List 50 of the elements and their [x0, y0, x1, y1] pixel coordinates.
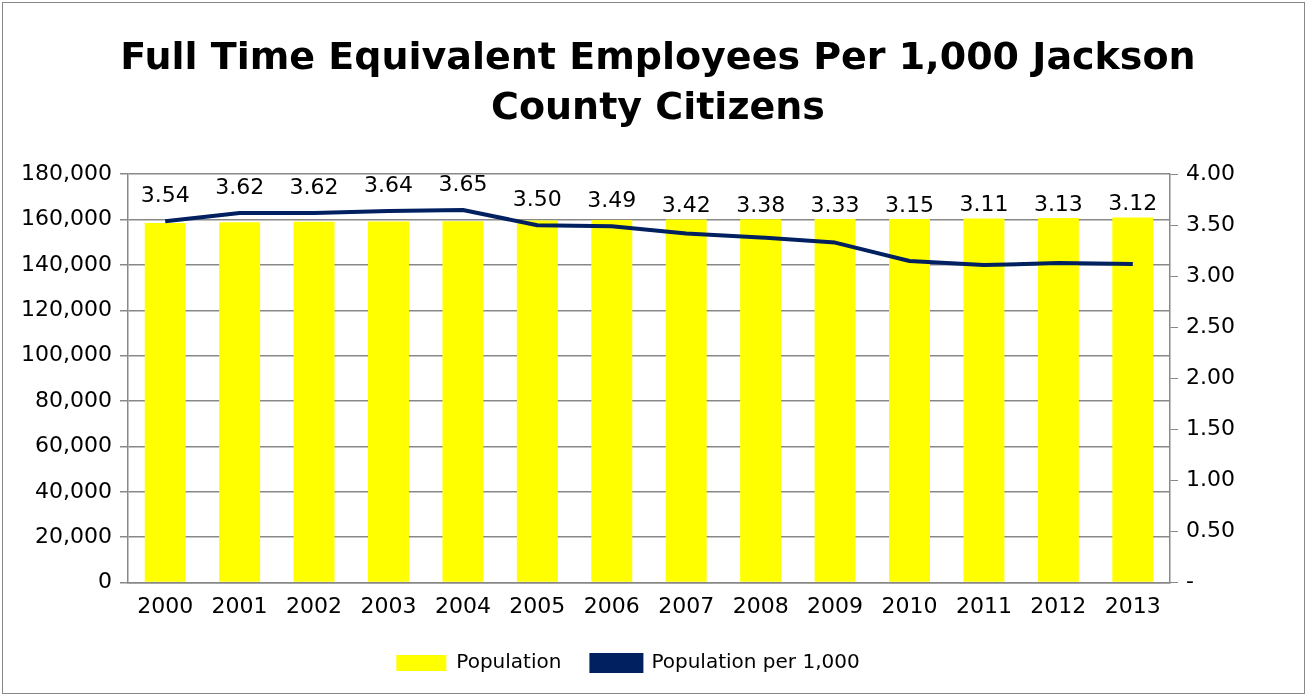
- x-tick-label: 2005: [509, 592, 566, 618]
- x-tick-label: 2013: [1104, 592, 1161, 618]
- y2-tick-label: 0.50: [1186, 517, 1235, 543]
- x-tick-label: 2002: [286, 592, 343, 618]
- y-tick-label: 180,000: [20, 159, 112, 185]
- x-tick-label: 2003: [360, 592, 417, 618]
- x-tick-label: 2001: [211, 592, 268, 618]
- x-tick-label: 2004: [434, 592, 491, 618]
- x-tick-label: 2008: [732, 592, 789, 618]
- data-label: 3.11: [959, 191, 1009, 217]
- y-tick-label: 160,000: [20, 205, 112, 231]
- y2-tick-label: 4.00: [1186, 159, 1235, 185]
- y2-tick-label: 1.00: [1186, 466, 1235, 492]
- y-tick-label: 20,000: [34, 522, 112, 548]
- data-label: 3.13: [1033, 190, 1083, 216]
- data-label: 3.12: [1108, 190, 1158, 216]
- data-label: 3.62: [215, 173, 265, 199]
- data-label: 3.33: [810, 191, 860, 217]
- data-label: 3.49: [587, 186, 637, 212]
- data-label: 3.38: [736, 192, 786, 218]
- data-label: 3.50: [512, 185, 562, 211]
- x-tick-label: 2007: [658, 592, 715, 618]
- data-label: 3.65: [438, 170, 488, 196]
- y2-tick-label: 3.00: [1186, 262, 1235, 288]
- data-label: 3.15: [885, 191, 934, 217]
- legend-label: Population per 1,000: [651, 649, 860, 674]
- y2-tick-label: 2.50: [1186, 313, 1235, 339]
- y-tick-label: 40,000: [34, 477, 112, 503]
- chart-title: Full Time Equivalent Employees Per 1,000 Jackson County Citizens: [119, 33, 1197, 130]
- data-label: 3.42: [661, 192, 711, 218]
- y2-tick-label: 1.50: [1186, 415, 1235, 441]
- y-tick-label: 140,000: [20, 250, 112, 276]
- data-label: 3.64: [363, 171, 413, 197]
- x-tick-label: 2011: [955, 592, 1012, 618]
- x-tick-label: 2006: [583, 592, 640, 618]
- y2-tick-label: 2.00: [1186, 364, 1235, 390]
- legend-label: Population: [456, 649, 562, 674]
- y-tick-label: 60,000: [34, 432, 112, 458]
- x-tick-label: 2010: [881, 592, 938, 618]
- x-tick-label: 2009: [807, 592, 864, 618]
- data-label: 3.62: [289, 173, 339, 199]
- y2-tick-label: 3.50: [1186, 210, 1235, 236]
- y-tick-label: 80,000: [34, 386, 112, 412]
- y-tick-label: 0: [97, 568, 112, 594]
- x-tick-label: 2000: [137, 592, 194, 618]
- y2-tick-label: -: [1186, 568, 1194, 594]
- y-tick-label: 120,000: [20, 296, 112, 322]
- x-tick-label: 2012: [1030, 592, 1087, 618]
- y-tick-label: 100,000: [20, 341, 112, 367]
- data-label: 3.54: [140, 181, 190, 207]
